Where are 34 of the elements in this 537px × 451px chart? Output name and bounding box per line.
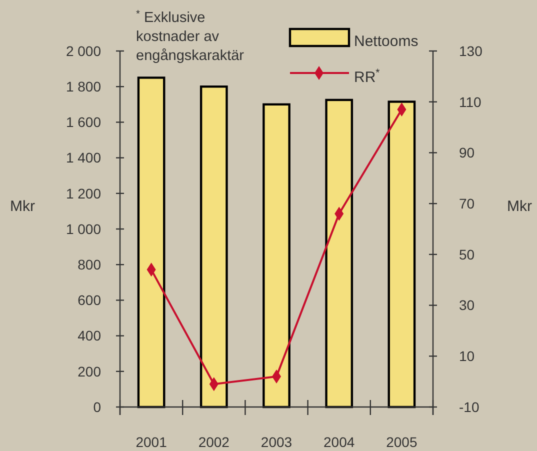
y-tick-label: 600 [78, 292, 102, 308]
bar [325, 98, 354, 408]
bar [388, 100, 416, 408]
x-tick-label: 2003 [260, 434, 292, 450]
annotation: $^{*}$ Exklusive kostnader av engångskaraktär [136, 8, 244, 64]
y2-axis-title: Mkr [507, 198, 532, 215]
x-tick-label: 2005 [386, 434, 418, 450]
bar [200, 86, 228, 408]
y2-tick-label: 50 [459, 246, 475, 262]
bar [137, 76, 166, 408]
legend-label: RR$^{*}$ [354, 67, 380, 86]
y-tick-label: 2 000 [66, 42, 102, 59]
y2-tick-label: 30 [459, 297, 475, 314]
y-tick-label: 200 [78, 363, 102, 380]
x-tick-label: 2001 [136, 434, 168, 450]
y-tick-label: 1 600 [66, 114, 102, 130]
y-tick-label: 800 [78, 256, 102, 272]
y2-tick-label: 90 [459, 144, 475, 161]
bar [262, 103, 290, 408]
y2-tick-label: 70 [459, 195, 475, 212]
legend-label: Nettooms [354, 33, 418, 50]
y2-tick-label: 110 [459, 94, 482, 110]
x-tick-label: 2004 [324, 434, 355, 450]
x-tick-label: 2002 [198, 434, 230, 450]
y-tick-label: 1 200 [66, 185, 102, 202]
y-tick-label: 1 000 [66, 220, 102, 237]
y-axis-title: Mkr [10, 198, 35, 215]
y-tick-label: 1 800 [66, 78, 102, 94]
y2-tick-label: -10 [459, 398, 480, 415]
y2-tick-label: 10 [459, 348, 475, 364]
y-tick-label: 400 [78, 328, 102, 344]
y2-tick-label: 130 [459, 42, 483, 59]
y-tick-label: 1 400 [66, 150, 102, 166]
y-tick-label: 0 [93, 398, 102, 415]
